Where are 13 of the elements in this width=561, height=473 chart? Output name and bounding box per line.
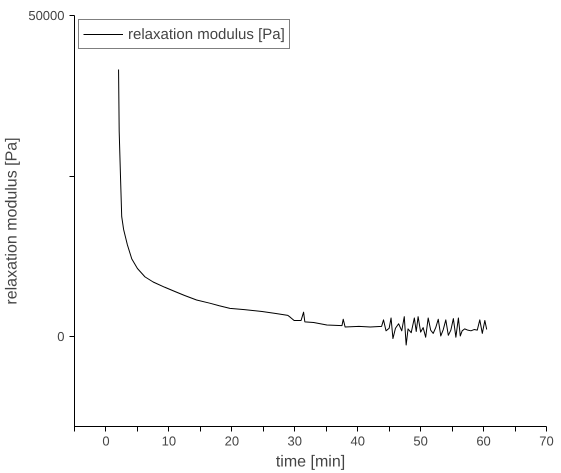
line-series — [118, 68, 488, 346]
x-tick-label: 20 — [224, 434, 240, 448]
x-tick-label: 30 — [288, 434, 302, 448]
x-axis-title: time [min] — [276, 454, 346, 470]
x-tick-label: 10 — [162, 434, 176, 448]
x-tick-label: 0 — [102, 434, 110, 448]
x-tick-label: 60 — [476, 434, 491, 448]
x-tick-label: 50 — [413, 434, 428, 448]
y-axis-title: relaxation modulus [Pa] — [3, 137, 20, 305]
legend-label: relaxation modulus [Pa] — [128, 26, 285, 42]
y-tick-label: 50000 — [28, 8, 65, 23]
x-tick-label: 70 — [539, 434, 554, 448]
x-tick-label: 40 — [350, 434, 365, 448]
